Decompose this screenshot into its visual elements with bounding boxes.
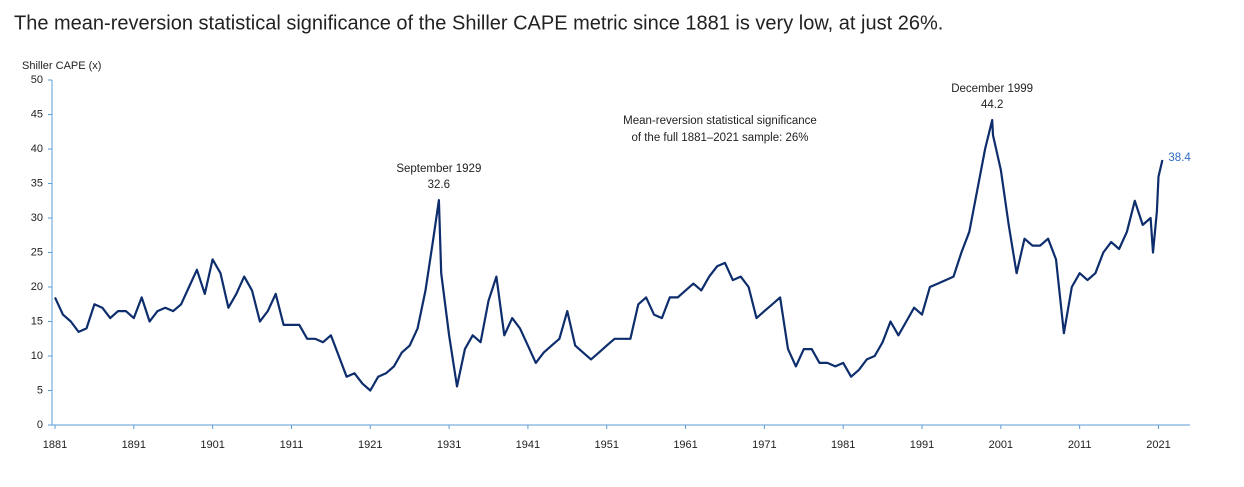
- y-tick-label: 35: [31, 177, 43, 189]
- end-label: 38.4: [1168, 152, 1191, 164]
- note: of the full 1881–2021 sample: 26%: [631, 132, 808, 144]
- annotation-label: September 1929: [396, 163, 481, 175]
- chart-subtitle: The mean-reversion statistical significa…: [14, 12, 943, 34]
- x-tick-label: 1941: [516, 439, 540, 451]
- y-axis-label: Shiller CAPE (x): [22, 60, 101, 72]
- x-tick-label: 2011: [1068, 439, 1092, 451]
- x-tick-label: 2001: [989, 439, 1013, 451]
- x-tick-label: 1911: [280, 439, 304, 451]
- y-tick-label: 30: [31, 212, 43, 224]
- x-tick-label: 1991: [910, 439, 934, 451]
- x-tick-label: 2021: [1146, 439, 1170, 451]
- y-tick-label: 25: [31, 246, 43, 258]
- x-tick-label: 1881: [43, 439, 67, 451]
- annotation-value: 32.6: [428, 179, 450, 191]
- y-tick-label: 20: [31, 281, 43, 293]
- annotation-value: 44.2: [981, 99, 1003, 111]
- y-tick-label: 15: [31, 315, 43, 327]
- y-tick-label: 45: [31, 108, 43, 120]
- x-tick-label: 1921: [358, 439, 382, 451]
- x-tick-label: 1981: [831, 439, 855, 451]
- x-tick-label: 1961: [673, 439, 697, 451]
- annotation-label: December 1999: [951, 83, 1033, 95]
- y-tick-label: 10: [31, 350, 43, 362]
- x-tick-label: 1901: [200, 439, 224, 451]
- x-tick-label: 1951: [594, 439, 618, 451]
- x-tick-label: 1891: [122, 439, 146, 451]
- x-tick-label: 1931: [437, 439, 461, 451]
- y-tick-label: 5: [37, 384, 43, 396]
- y-tick-label: 0: [37, 419, 43, 431]
- note: Mean-reversion statistical significance: [623, 115, 817, 127]
- y-tick-label: 50: [31, 74, 43, 86]
- y-tick-label: 40: [31, 143, 43, 155]
- x-tick-label: 1971: [752, 439, 776, 451]
- line: [54, 118, 1164, 392]
